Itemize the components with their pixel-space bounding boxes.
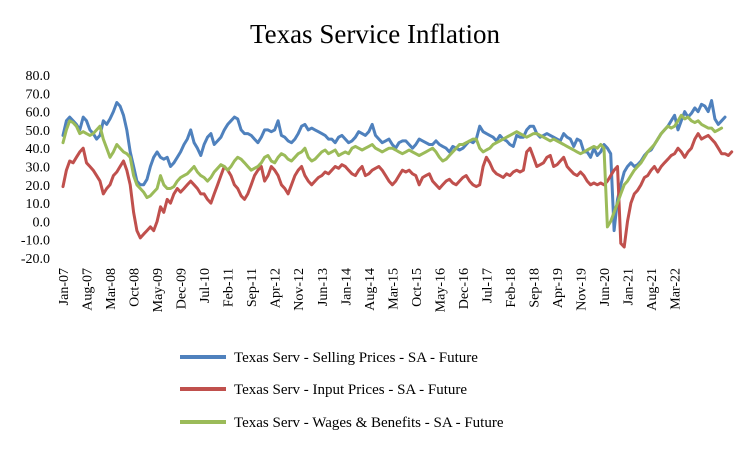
x-tick-label: Dec-16: [457, 268, 472, 309]
x-tick-label: Jun-13: [316, 268, 331, 306]
y-tick-label: 80.0: [26, 69, 51, 84]
x-tick-label: Apr-19: [551, 268, 566, 308]
series-line-1: [61, 99, 727, 233]
y-tick-label: 40.0: [26, 142, 51, 157]
x-tick-label: Jan-14: [339, 268, 354, 305]
legend: Texas Serv - Selling Prices - SA - Futur…: [180, 350, 504, 431]
x-tick-label: Dec-09: [175, 268, 190, 309]
y-axis: -20.0 -10.0 0.0 10.0 20.0 30.0 40.0 50.0 60.0 70.…: [21, 69, 50, 267]
x-tick-label: Aug-14: [363, 268, 378, 311]
x-tick-label: Mar-22: [669, 268, 684, 310]
y-tick-label: 0.0: [33, 215, 51, 230]
x-tick-label: Jul-10: [198, 268, 213, 303]
y-tick-label: 70.0: [26, 87, 51, 102]
y-tick-label: -20.0: [21, 252, 50, 267]
chart-title: Texas Service Inflation: [250, 19, 501, 49]
x-tick-label: May-16: [433, 268, 448, 312]
plot-area: [61, 99, 734, 249]
x-tick-label: Jun-20: [598, 268, 613, 306]
x-tick-label: Sep-18: [527, 268, 542, 308]
x-tick-label: Feb-18: [504, 268, 519, 308]
x-tick-label: Nov-12: [292, 268, 307, 311]
x-tick-label: Sep-11: [245, 268, 260, 307]
x-tick-label: Jan-21: [622, 268, 637, 305]
x-tick-label: Aug-07: [81, 268, 96, 311]
y-tick-label: 50.0: [26, 124, 51, 139]
y-tick-label: 60.0: [26, 106, 51, 121]
legend-label-3: Texas Serv - Wages & Benefits - SA - Fut…: [234, 415, 504, 431]
x-tick-label: Jul-17: [480, 268, 495, 303]
x-tick-label: Apr-12: [269, 268, 284, 308]
x-tick-label: Oct-08: [128, 268, 143, 307]
series-line-3: [61, 113, 724, 229]
y-tick-label: 30.0: [26, 161, 51, 176]
x-tick-label: Oct-15: [410, 268, 425, 307]
x-axis: Jan-07 Aug-07 Mar-08 Oct-08 May-09 Dec-09 Jul-…: [57, 268, 684, 312]
x-tick-label: Feb-11: [222, 268, 237, 307]
legend-label-2: Texas Serv - Input Prices - SA - Future: [234, 382, 467, 398]
legend-label-1: Texas Serv - Selling Prices - SA - Futur…: [234, 350, 478, 366]
x-tick-label: Mar-08: [104, 268, 119, 310]
x-tick-label: Mar-15: [386, 268, 401, 310]
y-tick-label: 10.0: [26, 197, 51, 212]
y-tick-label: -10.0: [21, 234, 50, 249]
series-line-2: [61, 132, 734, 249]
x-tick-label: Jan-07: [57, 268, 72, 305]
x-tick-label: May-09: [151, 268, 166, 312]
y-tick-label: 20.0: [26, 179, 51, 194]
x-tick-label: Aug-21: [645, 268, 660, 311]
x-tick-label: Nov-19: [575, 268, 590, 311]
